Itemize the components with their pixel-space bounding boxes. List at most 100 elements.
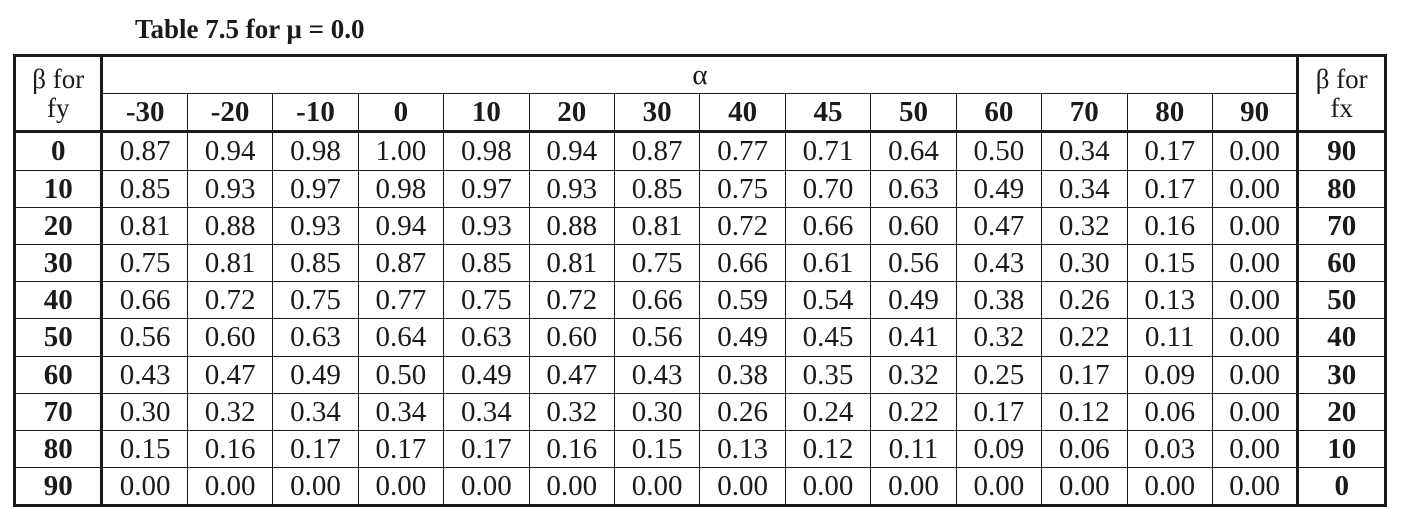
- value-cell: 0.35: [784, 355, 872, 394]
- value-cell: 0.49: [870, 281, 957, 320]
- value-cell: 0.26: [1041, 281, 1128, 320]
- value-cell: 0.85: [272, 243, 359, 283]
- value-cell: 0.06: [1041, 429, 1128, 469]
- value-cell: 0.71: [784, 131, 872, 171]
- value-cell: 0.32: [955, 318, 1043, 357]
- beta-fx-label-top: β for: [1296, 54, 1386, 94]
- value-cell: 0.41: [870, 318, 957, 357]
- value-cell: 0.16: [1126, 206, 1213, 245]
- beta-fy-cell: 10: [13, 169, 104, 208]
- value-cell: 0.34: [1041, 131, 1128, 171]
- value-cell: 0.50: [955, 131, 1043, 171]
- value-cell: 0.63: [443, 318, 530, 357]
- value-cell: 0.85: [101, 169, 188, 208]
- value-cell: 0.49: [699, 318, 786, 357]
- value-cell: 0.32: [870, 355, 957, 394]
- value-cell: 0.93: [272, 206, 359, 245]
- value-cell: 0.47: [955, 206, 1043, 245]
- beta-fx-cell: 60: [1296, 243, 1386, 283]
- value-cell: 0.32: [528, 392, 615, 431]
- table-row: 10 0.85 0.93 0.97 0.98 0.97 0.93 0.85 0.75 0.70 0.…: [13, 169, 1386, 208]
- value-cell: 0.56: [870, 243, 957, 283]
- value-cell: 0.60: [186, 318, 274, 357]
- value-cell: 0.98: [357, 169, 445, 208]
- value-cell: 0.13: [1126, 281, 1213, 320]
- alpha-group-header: α: [101, 54, 1299, 95]
- value-cell: 0.72: [528, 281, 615, 320]
- value-cell: 0.38: [955, 281, 1043, 320]
- value-cell: 0.17: [1126, 131, 1213, 171]
- value-cell: 0.85: [443, 243, 530, 283]
- value-cell: 0.72: [186, 281, 274, 320]
- beta-fy-cell: 20: [13, 206, 104, 245]
- value-cell: 0.00: [1211, 243, 1299, 283]
- value-cell: 0.94: [528, 131, 615, 171]
- value-cell: 0.75: [101, 243, 188, 283]
- value-cell: 0.17: [955, 392, 1043, 431]
- value-cell: 0.30: [101, 392, 188, 431]
- alpha-header-cell: 50: [870, 93, 957, 134]
- value-cell: 0.75: [699, 169, 786, 208]
- value-cell: 0.34: [272, 392, 359, 431]
- value-cell: 0.88: [528, 206, 615, 245]
- value-cell: 0.66: [613, 281, 701, 320]
- value-cell: 0.49: [955, 169, 1043, 208]
- value-cell: 0.00: [1041, 467, 1128, 507]
- value-cell: 0.43: [101, 355, 188, 394]
- value-cell: 0.43: [955, 243, 1043, 283]
- value-cell: 0.77: [357, 281, 445, 320]
- table-row: 20 0.81 0.88 0.93 0.94 0.93 0.88 0.81 0.72 0.66 0.…: [13, 206, 1386, 245]
- value-cell: 0.64: [357, 318, 445, 357]
- value-cell: 0.75: [443, 281, 530, 320]
- table-row: 60 0.43 0.47 0.49 0.50 0.49 0.47 0.43 0.38 0.35 0.…: [13, 355, 1386, 394]
- value-cell: 0.00: [272, 467, 359, 507]
- value-cell: 0.00: [955, 467, 1043, 507]
- beta-fy-cell: 70: [13, 392, 104, 431]
- beta-fx-cell: 50: [1296, 281, 1386, 320]
- value-cell: 0.50: [357, 355, 445, 394]
- value-cell: 0.03: [1126, 429, 1213, 469]
- value-cell: 0.00: [613, 467, 701, 507]
- value-cell: 0.81: [528, 243, 615, 283]
- value-cell: 0.00: [1211, 392, 1299, 431]
- value-cell: 0.24: [784, 392, 872, 431]
- alpha-header-cell: 10: [443, 93, 530, 134]
- value-cell: 0.81: [186, 243, 274, 283]
- value-cell: 0.63: [272, 318, 359, 357]
- value-cell: 0.00: [1211, 355, 1299, 394]
- value-cell: 0.09: [1126, 355, 1213, 394]
- value-cell: 0.09: [955, 429, 1043, 469]
- value-cell: 0.93: [528, 169, 615, 208]
- beta-fx-label-bottom: fx: [1296, 93, 1386, 134]
- value-cell: 0.64: [870, 131, 957, 171]
- table-row: 40 0.66 0.72 0.75 0.77 0.75 0.72 0.66 0.59 0.54 0.…: [13, 281, 1386, 320]
- alpha-header-cell: 30: [613, 93, 701, 134]
- value-cell: 0.17: [443, 429, 530, 469]
- value-cell: 0.34: [1041, 169, 1128, 208]
- table-row: 70 0.30 0.32 0.34 0.34 0.34 0.32 0.30 0.26 0.24 0.…: [13, 392, 1386, 431]
- value-cell: 0.66: [699, 243, 786, 283]
- value-cell: 0.17: [357, 429, 445, 469]
- coefficient-table: β for α β for fy -30 -20 -10 0 10 20 30 40 45 50 6…: [13, 54, 1387, 508]
- value-cell: 0.54: [784, 281, 872, 320]
- beta-fy-cell: 80: [13, 429, 104, 469]
- beta-fy-cell: 50: [13, 318, 104, 357]
- beta-fy-label-bottom: fy: [13, 93, 104, 134]
- value-cell: 0.75: [272, 281, 359, 320]
- alpha-header-cell: 70: [1041, 93, 1128, 134]
- value-cell: 0.63: [870, 169, 957, 208]
- beta-fx-cell: 90: [1296, 131, 1386, 171]
- value-cell: 0.22: [870, 392, 957, 431]
- value-cell: 0.22: [1041, 318, 1128, 357]
- value-cell: 0.00: [1211, 429, 1299, 469]
- value-cell: 0.56: [613, 318, 701, 357]
- value-cell: 0.60: [870, 206, 957, 245]
- beta-fx-cell: 30: [1296, 355, 1386, 394]
- value-cell: 0.72: [699, 206, 786, 245]
- value-cell: 0.32: [186, 392, 274, 431]
- value-cell: 0.26: [699, 392, 786, 431]
- value-cell: 0.00: [1211, 206, 1299, 245]
- value-cell: 0.00: [1211, 169, 1299, 208]
- beta-fx-cell: 80: [1296, 169, 1386, 208]
- beta-fx-cell: 20: [1296, 392, 1386, 431]
